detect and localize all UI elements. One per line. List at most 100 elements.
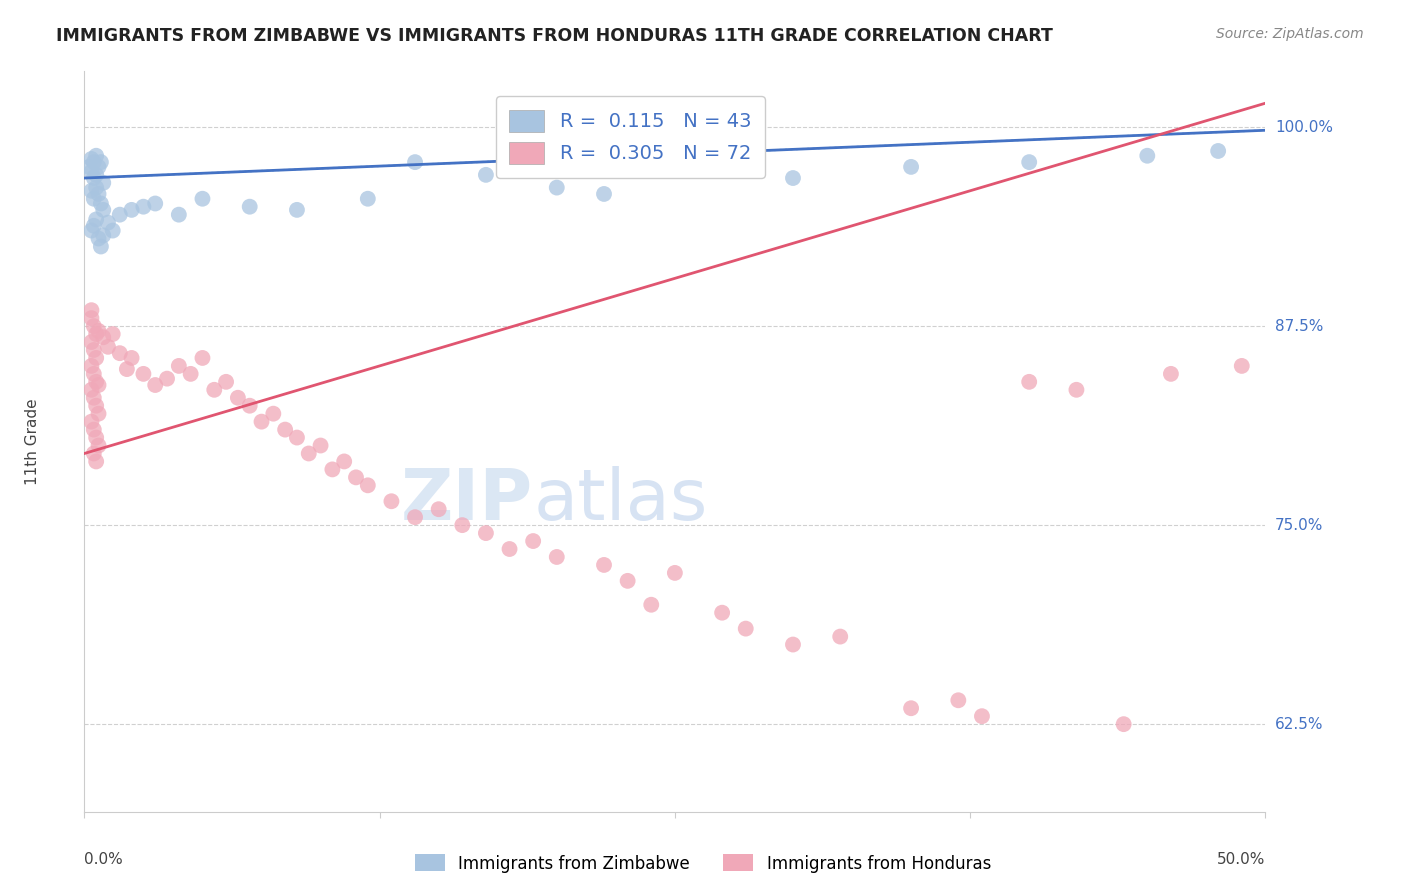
Point [427, 502, 450, 516]
Point [1018, 375, 1040, 389]
Text: atlas: atlas [533, 467, 707, 535]
Point [83, 192, 105, 206]
Point [616, 574, 638, 588]
Point [87, 324, 110, 338]
Point [593, 558, 616, 572]
Point [333, 454, 356, 468]
Point [404, 155, 426, 169]
Point [357, 478, 380, 492]
Point [664, 566, 686, 580]
Point [262, 407, 284, 421]
Point [1112, 717, 1135, 731]
Point [309, 438, 332, 452]
Point [90, 196, 112, 211]
Point [782, 171, 804, 186]
Point [84, 180, 107, 194]
Point [948, 693, 970, 707]
Text: 62.5%: 62.5% [1275, 716, 1323, 731]
Point [87, 378, 110, 392]
Point [84, 168, 107, 182]
Point [83, 343, 105, 357]
Point [143, 378, 166, 392]
Point [84, 212, 107, 227]
Point [226, 391, 249, 405]
Point [87, 438, 110, 452]
Point [80, 311, 103, 326]
Point [900, 701, 922, 715]
Point [90, 155, 112, 169]
Point [1206, 144, 1229, 158]
Point [239, 200, 262, 214]
Text: IMMIGRANTS FROM ZIMBABWE VS IMMIGRANTS FROM HONDURAS 11TH GRADE CORRELATION CHAR: IMMIGRANTS FROM ZIMBABWE VS IMMIGRANTS F… [56, 27, 1053, 45]
Point [83, 155, 105, 169]
Point [132, 367, 155, 381]
Point [357, 192, 380, 206]
Point [83, 391, 105, 405]
Point [121, 351, 143, 365]
Point [475, 168, 498, 182]
Legend: Immigrants from Zimbabwe, Immigrants from Honduras: Immigrants from Zimbabwe, Immigrants fro… [408, 847, 998, 880]
Point [380, 494, 402, 508]
Point [91, 202, 114, 217]
Point [91, 228, 114, 243]
Point [87, 407, 110, 421]
Point [115, 362, 138, 376]
Point [321, 462, 343, 476]
Point [80, 334, 103, 349]
Point [101, 327, 124, 342]
Point [80, 415, 103, 429]
Point [80, 223, 103, 237]
Point [498, 541, 520, 556]
Point [274, 423, 297, 437]
Point [90, 239, 112, 253]
Point [80, 184, 103, 198]
Point [167, 208, 190, 222]
Point [83, 423, 105, 437]
Point [101, 223, 124, 237]
Point [522, 534, 544, 549]
Point [593, 186, 616, 201]
Text: 87.5%: 87.5% [1275, 318, 1323, 334]
Point [167, 359, 190, 373]
Point [156, 371, 179, 385]
Point [77, 160, 100, 174]
Point [202, 383, 225, 397]
Point [91, 176, 114, 190]
Point [84, 351, 107, 365]
Point [83, 367, 105, 381]
Point [84, 454, 107, 468]
Point [80, 164, 103, 178]
Point [132, 200, 155, 214]
Point [1018, 155, 1040, 169]
Point [80, 359, 103, 373]
Point [451, 518, 474, 533]
Point [404, 510, 426, 524]
Point [191, 351, 214, 365]
Point [734, 622, 756, 636]
Point [84, 327, 107, 342]
Point [180, 367, 202, 381]
Point [80, 152, 103, 166]
Legend: R =  0.115   N = 43, R =  0.305   N = 72: R = 0.115 N = 43, R = 0.305 N = 72 [496, 95, 765, 178]
Point [285, 202, 308, 217]
Point [80, 383, 103, 397]
Point [1160, 367, 1182, 381]
Point [84, 431, 107, 445]
Point [83, 446, 105, 460]
Point [97, 216, 120, 230]
Point [298, 446, 321, 460]
Point [830, 630, 852, 644]
Point [546, 549, 568, 564]
Point [250, 415, 273, 429]
Point [640, 598, 662, 612]
Point [1066, 383, 1088, 397]
Text: 75.0%: 75.0% [1275, 517, 1323, 533]
Text: ZIP: ZIP [401, 467, 533, 535]
Text: 50.0%: 50.0% [1218, 852, 1265, 866]
Point [191, 192, 214, 206]
Point [239, 399, 262, 413]
Point [84, 399, 107, 413]
Point [108, 346, 131, 360]
Text: 0.0%: 0.0% [84, 852, 124, 866]
Point [782, 638, 804, 652]
